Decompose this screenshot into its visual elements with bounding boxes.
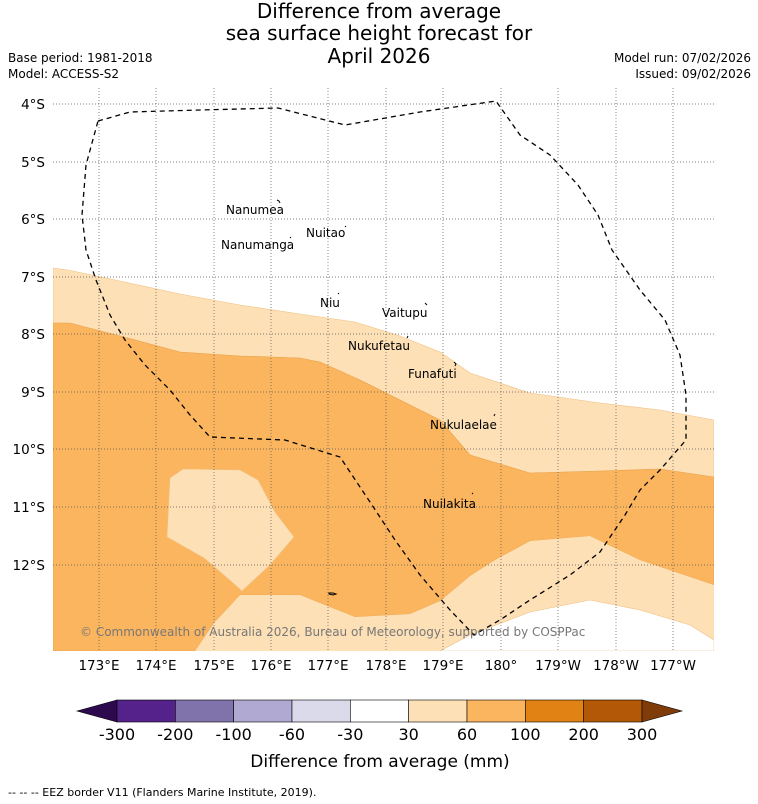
island-nukufetau	[406, 335, 409, 339]
colorbar-tick: 200	[568, 725, 599, 744]
colorbar-above-arrow	[641, 699, 684, 723]
colorbar-tick: 300	[627, 725, 658, 744]
island-vaitupu	[424, 302, 428, 306]
lat-tick-labels: 4°S 5°S 6°S 7°S 8°S 9°S 10°S 11°S 12°S	[13, 97, 46, 574]
colorbar-tick: 30	[398, 725, 418, 744]
place-labels: Nanumea Nanumanga Nuitao Niu Vaitupu Nuk…	[221, 203, 497, 511]
lat-tick: 9°S	[21, 385, 45, 401]
colorbar-label: Difference from average (mm)	[250, 752, 509, 772]
colorbar-bin	[116, 699, 176, 723]
place-label: Nukulaelae	[430, 418, 497, 432]
lon-tick: 178°E	[365, 658, 406, 674]
copyright-notice: © Commonwealth of Australia 2026, Bureau…	[80, 625, 585, 639]
colorbar-bin	[466, 699, 526, 723]
place-label: Nanumea	[226, 203, 284, 217]
issued-date: Issued: 09/02/2026	[635, 67, 751, 81]
islands	[276, 199, 496, 596]
lon-tick: 175°E	[193, 658, 234, 674]
lon-tick: 173°E	[78, 658, 119, 674]
place-label: Niu	[320, 296, 340, 310]
island-nanumanga	[289, 236, 292, 239]
anomaly-30-60-island	[166, 468, 295, 592]
anomaly-neutral-south-east	[439, 599, 714, 651]
lat-tick: 12°S	[13, 558, 46, 574]
lon-tick: 178°W	[593, 658, 639, 674]
title-line-3: April 2026	[327, 44, 431, 68]
colorbar-tick: -60	[279, 725, 305, 744]
island-nuilakita	[471, 492, 474, 495]
eez-legend-note: -- -- -- EEZ border V11 (Flanders Marine…	[8, 786, 317, 799]
place-label: Nanumanga	[221, 238, 294, 252]
colorbar-tick: 60	[457, 725, 477, 744]
place-label: Funafuti	[408, 367, 457, 381]
colorbar-below-arrow	[75, 699, 118, 723]
island-unnamed	[328, 592, 338, 596]
eez-border	[81, 100, 687, 636]
gridlines	[53, 88, 714, 651]
lat-tick: 8°S	[21, 327, 45, 343]
colorbar-tick-labels: -300 -200 -100 -60 -30 30 60 100 200 300	[99, 725, 657, 744]
colorbar-bin	[175, 699, 234, 723]
island-nanumea	[276, 199, 281, 204]
colorbar: -300 -200 -100 -60 -30 30 60 100 200 300 Differen…	[75, 699, 684, 772]
island-funafuti	[453, 361, 457, 367]
lat-tick: 11°S	[13, 500, 46, 516]
place-label: Nukufetau	[348, 339, 410, 353]
lon-tick: 177°E	[307, 658, 348, 674]
model-run: Model run: 07/02/2026	[613, 51, 751, 65]
lat-tick: 7°S	[21, 270, 45, 286]
lat-tick: 10°S	[13, 442, 46, 458]
lon-tick-labels: 173°E 174°E 175°E 176°E 177°E 178°E 179°…	[78, 658, 695, 674]
island-nukulaelae	[493, 413, 496, 417]
lat-tick: 5°S	[21, 155, 45, 171]
title-line-2: sea surface height forecast for	[225, 21, 533, 45]
place-label: Nuitao	[306, 226, 345, 240]
title-line-1: Difference from average	[256, 0, 502, 23]
lat-tick: 6°S	[21, 212, 45, 228]
colorbar-bin	[525, 699, 584, 723]
colorbar-tick: -30	[337, 725, 363, 744]
island-nuitao	[344, 225, 347, 228]
place-label: Nuilakita	[423, 497, 476, 511]
lon-tick: 180°	[485, 658, 518, 674]
colorbar-tick: -300	[99, 725, 135, 744]
colorbar-bins	[116, 699, 643, 723]
island-niu	[337, 292, 340, 295]
colorbar-tick: -200	[157, 725, 193, 744]
lon-tick: 176°E	[250, 658, 291, 674]
model-name: Model: ACCESS-S2	[8, 67, 120, 81]
place-label: Vaitupu	[382, 306, 428, 320]
colorbar-bin	[583, 699, 643, 723]
lon-tick: 179°E	[422, 658, 463, 674]
map-plot: Nanumea Nanumanga Nuitao Niu Vaitupu Nuk…	[53, 88, 714, 651]
lon-tick: 174°E	[135, 658, 176, 674]
colorbar-tick: -100	[216, 725, 252, 744]
base-period: Base period: 1981-2018	[8, 51, 153, 65]
colorbar-bin	[291, 699, 351, 723]
colorbar-bin	[350, 699, 409, 723]
colorbar-tick: 100	[510, 725, 541, 744]
colorbar-bin	[408, 699, 468, 723]
lat-tick: 4°S	[21, 97, 45, 113]
lon-tick: 179°W	[535, 658, 581, 674]
lon-tick: 177°W	[650, 658, 696, 674]
colorbar-bin	[233, 699, 293, 723]
